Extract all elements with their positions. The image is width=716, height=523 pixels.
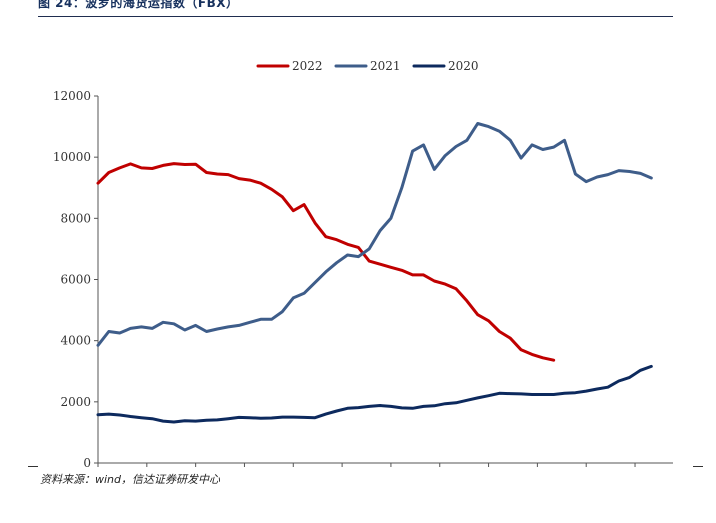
source-wind: wind: [95, 473, 122, 486]
source-note: 资料来源：wind，信达证券研发中心: [40, 471, 220, 487]
source-suffix: ，信达证券研发中心: [121, 473, 221, 486]
y-tick-label: 8000: [60, 211, 91, 225]
series-line-2021: [96, 122, 653, 347]
source-prefix: 资料来源：: [40, 473, 95, 486]
y-tick-label: 0: [83, 456, 91, 470]
y-tick-label: 10000: [53, 150, 91, 164]
legend-label-2021: 2021: [370, 59, 401, 73]
y-tick-label: 6000: [60, 273, 91, 287]
left-edge-mark: [28, 466, 38, 467]
legend-label-2022: 2022: [292, 59, 323, 73]
series-line-2020: [96, 364, 653, 424]
y-tick-label: 4000: [60, 334, 91, 348]
figure-title: 图 24：波罗的海货运指数（FBX）: [38, 0, 239, 10]
y-tick-label: 12000: [53, 89, 91, 103]
y-tick-label: 2000: [60, 395, 91, 409]
title-rule: [38, 16, 673, 17]
legend-label-2020: 2020: [448, 59, 479, 73]
chart-legend: 2022 2021 2020: [256, 59, 479, 73]
chart-series: [96, 122, 653, 424]
right-edge-mark: [693, 466, 703, 467]
chart-axes: 0 2000 4000 6000 8000 10000 12000: [53, 89, 673, 470]
series-line-2022: [96, 162, 556, 362]
